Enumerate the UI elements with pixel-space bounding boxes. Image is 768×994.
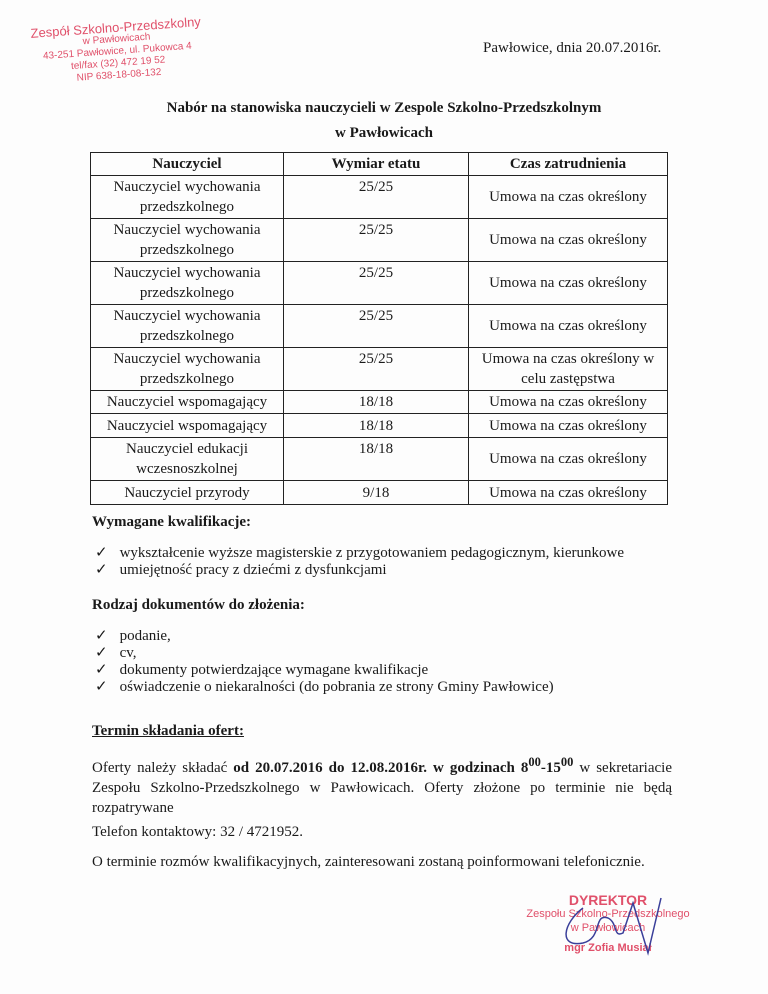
documents-list: podanie, cv, dokumenty potwierdzające wy… [95,628,554,696]
deadline-rest: w sekretariacie Zespołu Szkolno-Przedszk… [92,760,672,816]
list-item: podanie, [95,628,554,645]
director-stamp: DYREKTOR Zespołu Szkolno-Przedszkolnego … [518,892,698,956]
list-item: oświadczenie o niekaralności (do pobrani… [95,679,554,696]
teacher-cell: Nauczyciel wychowania przedszkolnego [90,347,284,391]
contract-cell: Umowa na czas określony [468,218,668,262]
contract-cell: Umowa na czas określony [468,390,668,414]
table-row: Nauczyciel przyrody 9/18 Umowa na czas okr… [90,480,668,505]
deadline-dates: od 20.07.2016 do 12.08.2016r. w godzinac… [233,760,529,776]
table-row: Nauczyciel wspomagający 18/18 Umowa na cza… [90,390,668,414]
list-item: wykształcenie wyższe magisterskie z przy… [95,545,624,562]
table-row: Nauczyciel wychowania przedszkolnego 25/2… [90,218,668,262]
hours-cell: 18/18 [283,437,469,481]
stamp-line: w Pawłowicach [570,922,646,934]
hour-sup: 00 [528,755,541,769]
header-hours: Wymiar etatu [283,152,469,176]
table-row: Nauczyciel wychowania przedszkolnego 25/2… [90,175,668,219]
contract-cell: Umowa na czas określony [468,175,668,219]
qualifications-heading: Wymagane kwalifikacje: [92,514,252,530]
contract-cell: Umowa na czas określony [468,413,668,438]
deadline-intro: Oferty należy składać [92,760,234,776]
table-row: Nauczyciel wychowania przedszkolnego 25/2… [90,261,668,305]
hours-cell: 25/25 [283,175,469,219]
positions-table: Nauczyciel Wymiar etatu Czas zatrudnieni… [90,152,668,505]
interviews-text: O terminie rozmów kwalifikacyjnych, zain… [92,854,645,870]
header-teacher: Nauczyciel [90,152,284,176]
phone-text: Telefon kontaktowy: 32 / 4721952. [92,824,304,840]
stamp-name: mgr Zofia Musiał [564,942,652,954]
list-item: cv, [95,645,554,662]
hour-end: -15 [540,760,561,776]
page-title: Nabór na stanowiska nauczycieli w Zespol… [166,100,602,116]
teacher-cell: Nauczyciel wychowania przedszkolnego [90,304,284,348]
hours-cell: 25/25 [283,347,469,391]
list-item: dokumenty potwierdzające wymagane kwalif… [95,662,554,679]
date: Pawłowice, dnia 20.07.2016r. [483,40,662,56]
list-item: umiejętność pracy z dziećmi z dysfunkcja… [95,562,624,579]
hours-cell: 25/25 [283,304,469,348]
hours-cell: 18/18 [283,413,469,438]
page-subtitle: w Pawłowicach [335,125,433,141]
stamp-title: DYREKTOR [568,892,648,908]
header-contract: Czas zatrudnienia [468,152,668,176]
teacher-cell: Nauczyciel przyrody [90,480,284,505]
contract-cell: Umowa na czas określony [468,437,668,481]
teacher-cell: Nauczyciel wychowania przedszkolnego [90,175,284,219]
handwritten-signature [565,897,662,956]
contract-cell: Umowa na czas określony [468,261,668,305]
contract-cell: Umowa na czas określony [468,304,668,348]
teacher-cell: Nauczyciel wspomagający [90,413,284,438]
table-row: Nauczyciel wychowania przedszkolnego 25/2… [90,304,668,348]
teacher-cell: Nauczyciel wychowania przedszkolnego [90,218,284,262]
table-row: Nauczyciel edukacji wczesnoszkolnej 18/18… [90,437,668,481]
teacher-cell: Nauczyciel wspomagający [90,390,284,414]
school-stamp: Zespół Szkolno-Przedszkolny w Pawłowicac… [28,14,207,88]
stamp-line: Zespołu Szkolno-Przedszkolnego [526,908,690,920]
deadline-heading: Termin składania ofert: [92,723,244,739]
hours-cell: 9/18 [283,480,469,505]
hours-cell: 25/25 [283,218,469,262]
deadline-text: Oferty należy składać od 20.07.2016 do 1… [92,752,672,818]
hour-sup: 00 [560,755,574,769]
contract-cell: Umowa na czas określony [468,480,668,505]
table-row: Nauczyciel wspomagający 18/18 Umowa na cza… [90,413,668,438]
documents-heading: Rodzaj dokumentów do złożenia: [92,597,305,613]
qualifications-list: wykształcenie wyższe magisterskie z przy… [95,545,624,579]
contract-cell: Umowa na czas określony w celu zastępstw… [468,347,668,391]
hours-cell: 25/25 [283,261,469,305]
teacher-cell: Nauczyciel edukacji wczesnoszkolnej [90,437,284,481]
table-row: Nauczyciel wychowania przedszkolnego 25/2… [90,347,668,391]
hours-cell: 18/18 [283,390,469,414]
teacher-cell: Nauczyciel wychowania przedszkolnego [90,261,284,305]
